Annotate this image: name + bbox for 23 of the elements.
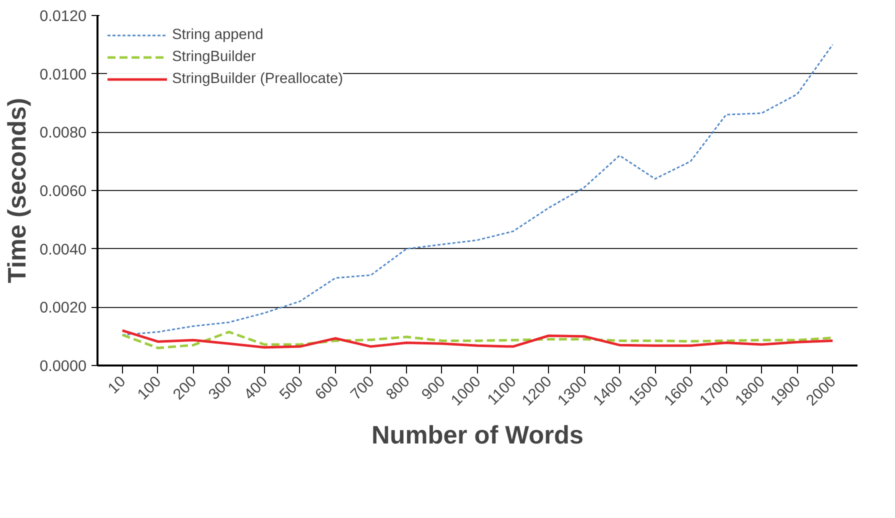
- x-tick-label: 800: [383, 373, 414, 404]
- x-tick-label: 400: [241, 373, 272, 404]
- legend-label: String append: [172, 27, 264, 43]
- y-tick-label: 0.0100: [40, 66, 87, 84]
- x-tick-label: 10: [105, 373, 130, 398]
- y-tick-label: 0.0020: [40, 300, 87, 317]
- y-tick-label: 0.0080: [40, 124, 87, 142]
- legend-label: StringBuilder (Preallocate): [172, 71, 344, 87]
- y-tick-label: 0.0120: [40, 8, 87, 25]
- line-series: [122, 44, 834, 336]
- legend-label: StringBuilder: [172, 49, 256, 65]
- x-tick-label: 500: [276, 373, 307, 404]
- x-tick-label: 700: [348, 373, 378, 404]
- x-tick-label: 200: [170, 373, 200, 404]
- x-tick-label: 100: [134, 373, 165, 404]
- y-tick-label: 0.0060: [40, 183, 87, 200]
- y-tick-label: 0.0040: [40, 241, 87, 258]
- x-tick-label: 600: [312, 373, 342, 404]
- y-tick-label: 0.0000: [40, 358, 87, 375]
- x-tick-label: 300: [206, 373, 236, 404]
- x-axis-title: Number of Words: [371, 421, 584, 450]
- x-tick-label: 900: [418, 373, 449, 404]
- y-axis-title: Time (seconds): [4, 98, 32, 284]
